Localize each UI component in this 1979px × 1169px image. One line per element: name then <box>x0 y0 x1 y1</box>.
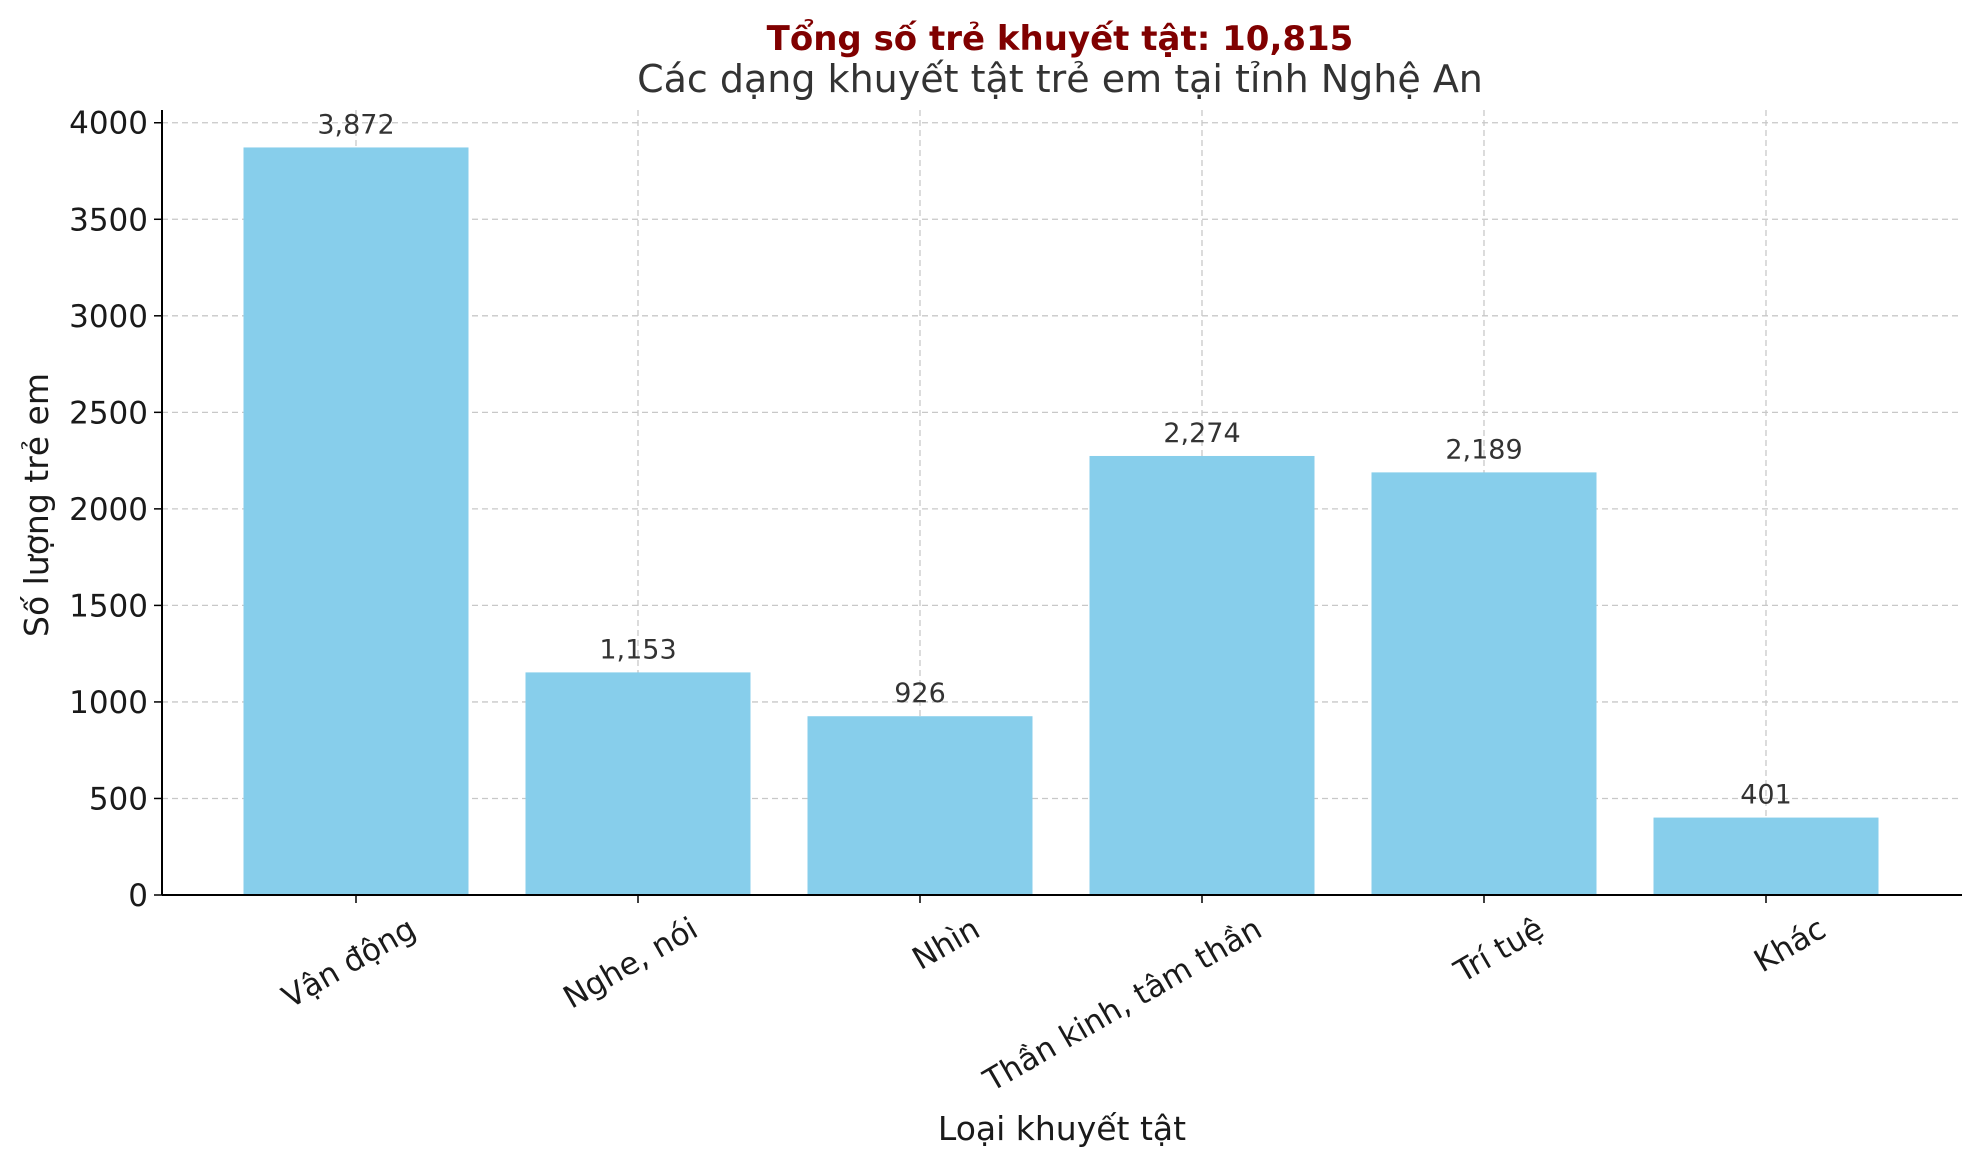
y-tick-label: 500 <box>89 781 148 817</box>
y-tick-label: 3500 <box>69 202 148 238</box>
x-tick-label: Khác <box>1748 911 1832 980</box>
y-tick-label: 4000 <box>69 106 148 142</box>
bar <box>525 672 751 895</box>
y-tick-label: 2500 <box>69 395 148 431</box>
y-tick-label: 1000 <box>69 685 148 721</box>
x-tick-label: Nghe, nói <box>557 911 704 1016</box>
bar-value-label: 401 <box>1740 780 1792 811</box>
bar <box>1371 472 1597 895</box>
axes <box>154 110 1962 903</box>
y-tick-label: 2000 <box>69 492 148 528</box>
x-tick-label: Trí tuệ <box>1448 911 1550 991</box>
y-tick-label: 1500 <box>69 588 148 624</box>
x-tick-label: Thần kinh, tâm thần <box>977 911 1268 1100</box>
chart-suptitle: Tổng số trẻ khuyết tật: 10,815 <box>767 18 1354 59</box>
bar-value-label: 1,153 <box>599 634 676 665</box>
chart-title: Các dạng khuyết tật trẻ em tại tỉnh Nghệ… <box>637 57 1483 101</box>
bar-value-label: 926 <box>894 678 946 709</box>
y-axis-title: Số lượng trẻ em <box>17 373 56 637</box>
bar <box>1653 817 1879 895</box>
bar <box>807 716 1033 895</box>
bar <box>243 147 469 896</box>
y-tick-label: 0 <box>128 878 148 914</box>
bar <box>1089 455 1315 895</box>
bar-value-label: 2,189 <box>1445 434 1522 465</box>
bar-value-label: 3,872 <box>317 109 394 140</box>
bars <box>243 147 1879 896</box>
x-axis-title: Loại khuyết tật <box>938 1109 1186 1148</box>
x-tick-label: Vận động <box>276 911 422 1016</box>
x-tick-label: Nhìn <box>906 911 986 978</box>
y-tick-label: 3000 <box>69 299 148 335</box>
bar-value-label: 2,274 <box>1163 418 1240 449</box>
